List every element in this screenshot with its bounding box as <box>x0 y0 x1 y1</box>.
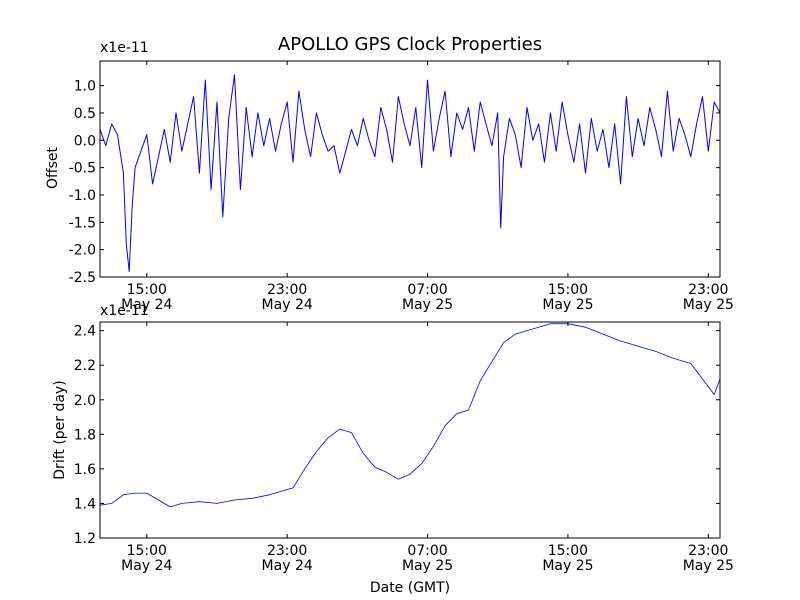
offset-x-tick-date-label: May 24 <box>121 297 172 313</box>
offset-y-tick-label: 0.5 <box>74 106 96 122</box>
offset-axes-frame <box>99 60 721 278</box>
offset-y-tick-label: -2.5 <box>69 270 96 286</box>
drift-x-tick-label: 15:00 <box>127 543 167 559</box>
offset-x-tick-label: 07:00 <box>407 282 447 298</box>
drift-y-axis-label: Drift (per day) <box>52 380 68 479</box>
offset-y-tick-label: 1.0 <box>74 79 96 95</box>
drift-x-tick-date-label: May 25 <box>683 558 734 574</box>
offset-x-tick-label: 23:00 <box>267 282 307 298</box>
drift-axes-frame <box>99 321 721 539</box>
offset-y-tick-label: -0.5 <box>69 161 96 177</box>
drift-y-tick-label: 1.8 <box>74 427 96 443</box>
drift-x-tick-date-label: May 24 <box>121 558 172 574</box>
offset-y-tick-label: -1.0 <box>69 188 96 204</box>
offset-y-tick-label: -2.0 <box>69 243 96 259</box>
offset-x-tick-label: 23:00 <box>688 282 728 298</box>
offset-x-tick-label: 15:00 <box>127 282 167 298</box>
offset-multiplier-label: x1e-11 <box>100 40 149 56</box>
drift-y-tick-label: 2.4 <box>74 324 96 340</box>
offset-y-tick-label: 0.0 <box>74 133 96 149</box>
drift-x-tick-label: 23:00 <box>267 543 307 559</box>
offset-series-line <box>99 74 721 272</box>
drift-x-tick-date-label: May 25 <box>402 558 453 574</box>
drift-y-tick-label: 1.6 <box>74 462 96 478</box>
drift-y-tick-label: 2.0 <box>74 393 96 409</box>
offset-x-tick-date-label: May 25 <box>683 297 734 313</box>
drift-series-line <box>99 323 721 508</box>
drift-x-tick-label: 23:00 <box>688 543 728 559</box>
offset-x-tick-date-label: May 25 <box>542 297 593 313</box>
drift-x-tick-date-label: May 25 <box>542 558 593 574</box>
offset-x-tick-date-label: May 25 <box>402 297 453 313</box>
drift-x-axis-label: Date (GMT) <box>370 580 450 596</box>
drift-x-tick-label: 07:00 <box>407 543 447 559</box>
offset-x-tick-date-label: May 24 <box>262 297 313 313</box>
chart-title: APOLLO GPS Clock Properties <box>278 34 542 55</box>
offset-y-axis-label: Offset <box>45 146 61 189</box>
offset-y-tick-label: -1.5 <box>69 215 96 231</box>
drift-y-tick-label: 1.2 <box>74 531 96 547</box>
offset-x-tick-label: 15:00 <box>548 282 588 298</box>
drift-x-tick-label: 15:00 <box>548 543 588 559</box>
drift-multiplier-label: x1e-11 <box>100 303 149 319</box>
drift-y-tick-label: 2.2 <box>74 358 96 374</box>
drift-x-tick-date-label: May 24 <box>262 558 313 574</box>
drift-y-tick-label: 1.4 <box>74 496 96 512</box>
